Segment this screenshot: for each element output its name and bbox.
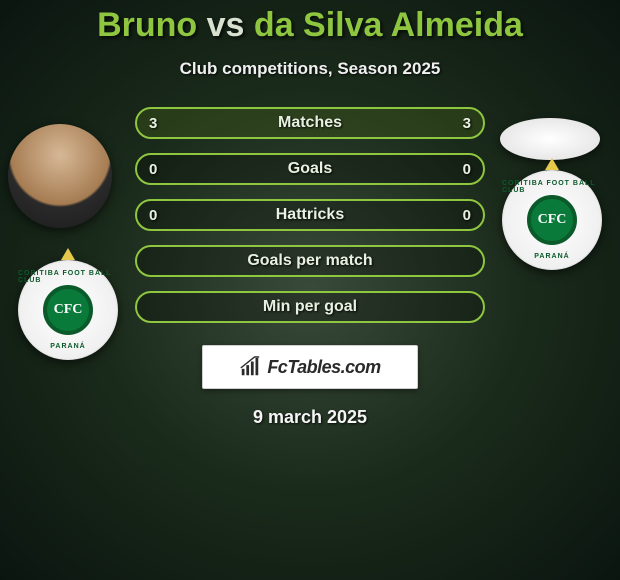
stat-value-right: 0 xyxy=(463,161,471,178)
player2-club-badge: CORITIBA FOOT BALL CLUB CFC PARANÁ xyxy=(502,170,602,270)
stat-value-left: 3 xyxy=(149,115,157,132)
player2-avatar xyxy=(500,118,600,160)
stat-label: Hattricks xyxy=(276,206,344,224)
brand-box[interactable]: FcTables.com xyxy=(202,345,418,389)
player1-club-badge: CORITIBA FOOT BALL CLUB CFC PARANÁ xyxy=(18,260,118,360)
stat-value-right: 3 xyxy=(463,115,471,132)
stat-row: Min per goal xyxy=(135,291,485,323)
stat-value-right: 0 xyxy=(463,207,471,224)
stats-container: 3 Matches 3 0 Goals 0 0 Hattricks 0 Goals per mat… xyxy=(135,107,485,323)
club-badge-text: CFC xyxy=(527,195,577,245)
comparison-title: Bruno vs da Silva Almeida xyxy=(0,0,620,45)
stat-value-left: 0 xyxy=(149,161,157,178)
stat-value-left: 0 xyxy=(149,207,157,224)
subtitle: Club competitions, Season 2025 xyxy=(0,59,620,79)
stat-row: 0 Goals 0 xyxy=(135,153,485,185)
stat-label: Goals per match xyxy=(247,252,372,270)
stat-row: Goals per match xyxy=(135,245,485,277)
stat-row: 0 Hattricks 0 xyxy=(135,199,485,231)
club-ring-bottom: PARANÁ xyxy=(534,253,569,260)
vs-text: vs xyxy=(207,6,245,44)
chart-bars-icon xyxy=(239,356,261,378)
club-ring-top: CORITIBA FOOT BALL CLUB xyxy=(502,180,602,194)
stat-label: Matches xyxy=(278,114,342,132)
stat-row: 3 Matches 3 xyxy=(135,107,485,139)
stat-label: Goals xyxy=(288,160,332,178)
player1-name: Bruno xyxy=(97,6,197,44)
comparison-date: 9 march 2025 xyxy=(0,407,620,428)
club-badge-text: CFC xyxy=(43,285,93,335)
club-ring-top: CORITIBA FOOT BALL CLUB xyxy=(18,270,118,284)
player2-name: da Silva Almeida xyxy=(254,6,523,44)
player1-avatar xyxy=(8,124,112,228)
brand-text: FcTables.com xyxy=(267,357,380,378)
stat-label: Min per goal xyxy=(263,298,357,316)
club-ring-bottom: PARANÁ xyxy=(50,343,85,350)
